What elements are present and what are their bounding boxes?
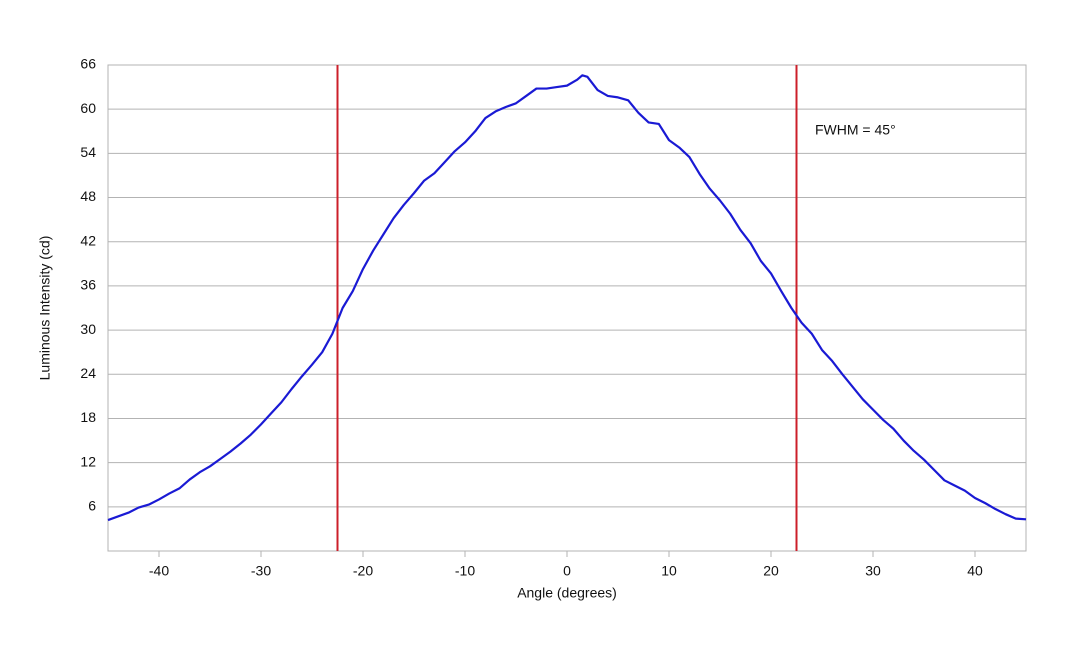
x-tick-label: 10 (661, 563, 677, 579)
x-tick-label: 20 (763, 563, 779, 579)
x-tick-label: -30 (251, 563, 271, 579)
y-tick-label: 24 (80, 365, 96, 381)
y-tick-label: 54 (80, 144, 96, 160)
x-axis-label: Angle (degrees) (517, 585, 617, 601)
y-tick-label: 12 (80, 453, 96, 469)
y-tick-label: 6 (88, 498, 96, 514)
x-tick-label: 40 (967, 563, 983, 579)
y-axis-label: Luminous Intensity (cd) (37, 236, 53, 381)
x-tick-label: -20 (353, 563, 373, 579)
x-tick-label: 0 (563, 563, 571, 579)
data-line (107, 74, 1027, 522)
y-tick-label: 66 (80, 56, 96, 72)
x-tick-label: 30 (865, 563, 881, 579)
x-tick-label: -40 (149, 563, 169, 579)
y-tick-label: 30 (80, 321, 96, 337)
annotation: FWHM = 45° (815, 122, 896, 138)
x-tick-label: -10 (455, 563, 475, 579)
y-tick-label: 36 (80, 277, 96, 293)
y-tick-label: 60 (80, 100, 96, 116)
plot-border (107, 64, 1027, 552)
y-tick-label: 18 (80, 409, 96, 425)
y-tick-label: 42 (80, 232, 96, 248)
y-tick-label: 48 (80, 188, 96, 204)
